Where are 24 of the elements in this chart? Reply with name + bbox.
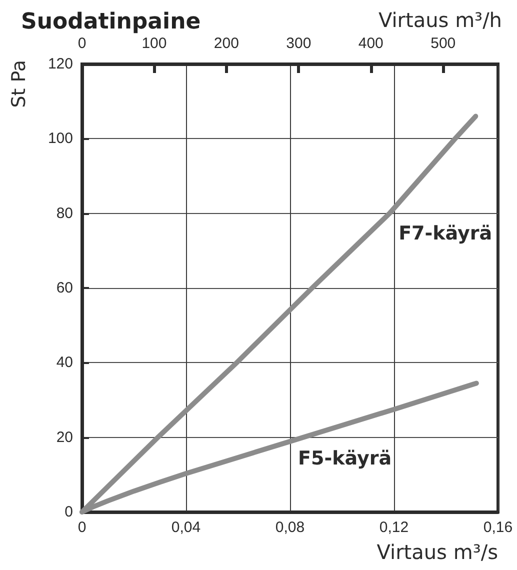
y-tick-label: 0 <box>64 504 73 520</box>
y-tick-label: 120 <box>48 56 73 72</box>
x2-tick-label: 100 <box>142 35 167 52</box>
chart-title: Suodatinpaine <box>21 10 201 34</box>
x-tick-label: 0,04 <box>171 519 201 536</box>
x-tick-label: 0,12 <box>379 519 409 536</box>
y-tick-label: 20 <box>56 428 73 446</box>
x2-axis-title: Virtaus m³/h <box>378 8 502 32</box>
x-tick-label: 0 <box>78 519 86 536</box>
y-tick-label: 60 <box>56 280 73 296</box>
y-tick-label: 80 <box>56 204 73 222</box>
series-label: F7-käyrä <box>398 222 492 244</box>
x2-tick-label: 400 <box>358 35 384 52</box>
x2-tick-label: 0 <box>78 35 86 52</box>
y-tick-label: 40 <box>56 354 73 372</box>
x2-tick-label: 300 <box>286 35 312 52</box>
x2-tick-label: 500 <box>430 35 456 52</box>
y-axis-title: St Pa <box>8 60 30 108</box>
series-label: F5-käyrä <box>298 447 392 470</box>
x-axis-title: Virtaus m³/s <box>376 540 498 564</box>
y-tick-label: 100 <box>48 130 73 148</box>
x-tick-label: 0,08 <box>275 519 305 536</box>
x-tick-label: 0,16 <box>483 519 513 536</box>
x2-tick-label: 200 <box>214 35 239 52</box>
